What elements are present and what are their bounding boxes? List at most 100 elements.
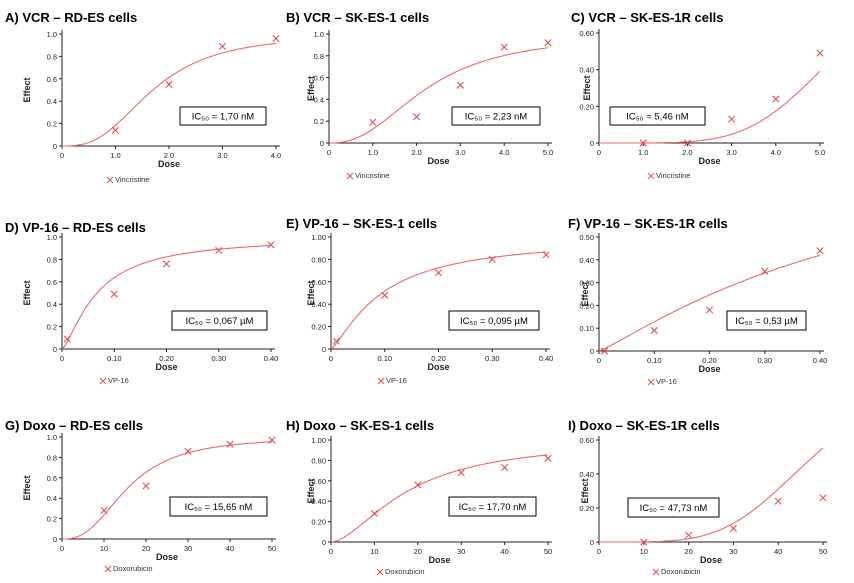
marker-stroke — [414, 481, 422, 489]
panel-title: B) VCR – SK-ES-1 cells — [286, 10, 429, 25]
data-point-marker — [215, 246, 223, 255]
x-tick-label: 10 — [640, 547, 648, 556]
ic50-label: IC₅₀ = 15,65 nM — [185, 502, 253, 513]
y-axis-title: Effect — [22, 77, 32, 102]
x-tick-label: 2.0 — [164, 151, 174, 160]
data-point-marker — [218, 42, 227, 50]
y-tick-label: 0 — [590, 538, 594, 547]
ic50-box — [451, 106, 541, 126]
x-tick-label: 0.40 — [539, 354, 554, 363]
x-tick-label: 0.30 — [211, 354, 226, 363]
ic50-label: IC₅₀ = 5,46 nM — [626, 112, 689, 123]
y-tick-label: 0.20 — [579, 102, 594, 111]
x-tick-label: 20 — [142, 544, 150, 553]
y-tick-label: 0 — [320, 139, 324, 148]
legend: Vincristine — [346, 171, 389, 180]
marker-stroke — [816, 247, 824, 255]
x-tick-label: 1.0 — [638, 148, 648, 157]
y-tick-label: 1.00 — [311, 233, 326, 242]
chart-panel-e: E) VP-16 – SK-ES-1 cells 0 0.20 0.40 0.60 0.8… — [286, 216, 553, 385]
y-axis-title: Effect — [306, 478, 316, 503]
y-tick-label: 0.30 — [579, 279, 594, 288]
panel-title: D) VP-16 – RD-ES cells — [5, 220, 146, 235]
ic50-label: IC₅₀ = 0,095 µM — [460, 316, 528, 327]
y-tick-label: 0.60 — [311, 477, 326, 486]
panel-title: F) VP-16 – SK-ES-1R cells — [568, 216, 728, 231]
x-tick-label: 0.10 — [647, 356, 662, 365]
marker-stroke — [100, 506, 108, 515]
data-point-marker — [761, 267, 769, 275]
data-point-marker — [100, 506, 108, 515]
marker-stroke — [268, 436, 276, 444]
fitted-curve — [599, 447, 824, 543]
data-point-marker — [63, 335, 71, 343]
x-axis-title: Dose — [698, 156, 720, 166]
ic50-label: IC₅₀ = 2,23 nM — [465, 112, 528, 123]
x-axis-title: Dose — [427, 156, 449, 166]
marker-stroke — [110, 290, 118, 298]
y-axis-title: Effect — [580, 478, 590, 503]
chart-panel-c: C) VCR – SK-ES-1R cells 0 0.20 0.40 0.60 0 1.0… — [571, 10, 825, 180]
marker-stroke — [544, 39, 552, 47]
data-point-marker — [413, 113, 421, 121]
y-axis-title: Effect — [580, 281, 590, 306]
y-tick-label: 0.6 — [314, 74, 324, 83]
legend-label: Vincristine — [656, 171, 690, 180]
data-point-marker — [457, 469, 465, 477]
marker-stroke — [488, 255, 496, 263]
y-tick-label: 0.4 — [47, 97, 57, 106]
ic50-label: IC₅₀ = 1,70 nM — [192, 112, 255, 123]
legend-label: VP-16 — [108, 376, 129, 385]
data-point-marker — [501, 463, 509, 472]
y-tick-label: 0.8 — [47, 52, 57, 61]
data-point-marker — [819, 494, 827, 502]
x-tick-label: 40 — [774, 547, 782, 556]
x-tick-label: 10 — [370, 547, 378, 556]
x-tick-label: 30 — [457, 547, 465, 556]
legend-label: Doxorubicin — [661, 567, 701, 576]
y-axis-title: Effect — [306, 76, 316, 101]
legend-marker-icon — [346, 172, 354, 180]
legend-marker-icon — [647, 378, 655, 386]
y-tick-label: 0.20 — [579, 504, 594, 513]
y-tick-label: 0.6 — [47, 474, 57, 483]
y-axis-title: Effect — [582, 75, 592, 100]
panel-title: A) VCR – RD-ES cells — [5, 10, 137, 25]
marker-stroke — [500, 43, 508, 51]
x-tick-label: 40 — [226, 544, 234, 553]
x-axis-title: Dose — [698, 364, 720, 374]
x-axis-title: Dose — [427, 362, 449, 372]
legend: Vincristine — [647, 171, 690, 180]
data-point-marker — [685, 531, 693, 539]
marker-stroke — [600, 347, 609, 355]
data-point-marker — [650, 326, 658, 335]
x-tick-label: 4.0 — [499, 148, 509, 157]
data-point-marker — [381, 291, 389, 299]
x-tick-label: 3.0 — [726, 148, 736, 157]
x-tick-label: 3.0 — [217, 151, 227, 160]
data-point-marker — [268, 436, 276, 444]
y-tick-label: 0.80 — [311, 255, 326, 264]
chart-panel-g: G) Doxo – RD-ES cells 0 0.2 0.4 0.6 0.8 1.0 0 10… — [5, 418, 276, 573]
data-point-marker — [600, 347, 609, 355]
marker-stroke — [165, 80, 173, 88]
x-tick-label: 40 — [500, 547, 508, 556]
data-point-marker — [370, 509, 378, 518]
y-tick-label: 0.80 — [311, 456, 326, 465]
ic50-box — [171, 310, 268, 331]
marker-stroke — [501, 463, 509, 472]
marker-stroke — [267, 241, 275, 249]
fitted-curve — [61, 244, 272, 350]
panel-title: C) VCR – SK-ES-1R cells — [571, 10, 723, 25]
marker-stroke — [413, 113, 421, 121]
x-tick-label: 4.0 — [771, 148, 781, 157]
data-point-marker — [639, 139, 647, 147]
y-tick-label: 1.0 — [314, 30, 324, 39]
y-tick-label: 0.6 — [47, 75, 57, 84]
y-tick-label: 0 — [322, 538, 326, 547]
marker-stroke — [434, 269, 443, 277]
data-point-marker — [705, 306, 714, 314]
data-point-marker — [184, 447, 192, 455]
x-tick-label: 20 — [414, 547, 422, 556]
legend: VP-16 — [647, 377, 677, 386]
